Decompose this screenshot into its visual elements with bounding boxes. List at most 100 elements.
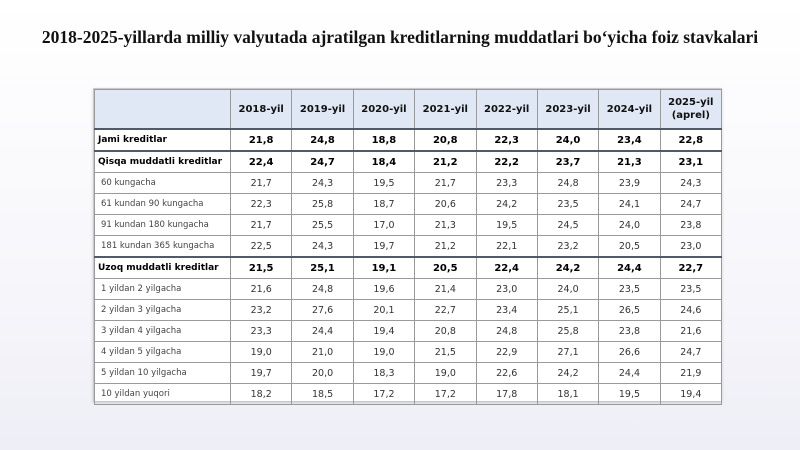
rate-cell: 24,4: [598, 256, 661, 279]
rate-cell: 25,8: [536, 320, 600, 342]
rate-cell: 23,7: [536, 150, 600, 173]
rate-cell: 24,7: [659, 341, 723, 363]
rate-cell: 24,5: [536, 214, 600, 236]
rate-cell: 23,5: [598, 278, 661, 300]
rate-cell: 22,8: [659, 128, 723, 152]
column-header: 2024-yil: [598, 89, 661, 130]
column-header-last: 2025-yil (aprel): [659, 89, 723, 130]
header-corner-cell: [94, 89, 231, 130]
column-header-line1: 2025-yil: [668, 97, 714, 108]
rate-cell: 20,8: [414, 128, 477, 152]
row-label: 61 kundan 90 kungacha: [94, 193, 231, 215]
slide-title: 2018-2025-yillarda milliy valyutada ajra…: [41, 27, 759, 47]
rate-cell: 24,8: [291, 278, 354, 300]
rate-cell: 24,0: [536, 128, 600, 152]
rate-cell: 21,0: [291, 341, 354, 363]
rate-cell: 21,7: [229, 214, 293, 236]
rate-cell: 24,6: [659, 299, 723, 321]
rate-cell: 22,3: [475, 128, 538, 152]
rate-cell: 24,8: [475, 320, 538, 342]
row-label: 91 kundan 180 kungacha: [94, 214, 231, 236]
row-label: 60 kungacha: [94, 172, 231, 194]
rate-cell: 19,1: [352, 256, 416, 279]
rate-cell: 20,0: [291, 362, 354, 384]
rate-cell: 24,3: [291, 235, 354, 258]
rate-cell: 23,4: [475, 299, 538, 321]
table-row: 61 kundan 90 kungacha 22,3 25,8 18,7 20,6 24,…: [94, 193, 723, 215]
table-row: 181 kundan 365 kungacha 22,5 24,3 19,7 21,2 2…: [94, 235, 723, 258]
table-row: Jami kreditlar 21,8 24,8 18,8 20,8 22,3 24,0 23…: [94, 128, 723, 152]
rate-cell: 24,0: [536, 278, 600, 300]
rate-cell: 23,3: [475, 172, 538, 194]
rate-cell: 18,2: [229, 383, 293, 405]
rate-cell: 22,2: [475, 150, 538, 173]
rate-cell: 22,4: [475, 256, 538, 279]
rate-cell: 22,4: [229, 150, 293, 173]
table-row: 5 yildan 10 yilgacha 19,7 20,0 18,3 19,0 22,6…: [94, 362, 723, 384]
rate-cell: 21,6: [659, 320, 723, 342]
rate-cell: 24,4: [598, 362, 661, 384]
rate-cell: 21,4: [414, 278, 477, 300]
column-header: 2018-yil: [229, 89, 293, 130]
rate-cell: 20,5: [598, 235, 661, 258]
table-row: 91 kundan 180 kungacha 21,7 25,5 17,0 21,3 19…: [94, 214, 723, 236]
rate-cell: 24,2: [536, 362, 600, 384]
rate-cell: 24,8: [536, 172, 600, 194]
rate-cell: 19,0: [352, 341, 416, 363]
rate-cell: 23,4: [598, 128, 661, 152]
rate-cell: 21,5: [414, 341, 477, 363]
rate-cell: 24,3: [291, 172, 354, 194]
rate-cell: 24,8: [291, 128, 354, 152]
row-label: 2 yildan 3 yilgacha: [94, 299, 231, 321]
row-label: 10 yildan yuqori: [94, 383, 231, 405]
row-label: Jami kreditlar: [94, 128, 231, 152]
rate-cell: 18,3: [352, 362, 416, 384]
rates-table-container: 2018-yil 2019-yil 2020-yil 2021-yil 2022…: [93, 88, 723, 405]
rate-cell: 23,0: [659, 235, 723, 258]
rate-cell: 19,6: [352, 278, 416, 300]
rate-cell: 17,0: [352, 214, 416, 236]
rate-cell: 22,6: [475, 362, 538, 384]
rate-cell: 23,1: [659, 150, 723, 173]
column-header: 2023-yil: [536, 89, 600, 130]
rate-cell: 20,5: [414, 256, 477, 279]
row-label: 181 kundan 365 kungacha: [94, 235, 231, 258]
table-row: 10 yildan yuqori 18,2 18,5 17,2 17,2 17,8 18,1…: [94, 383, 723, 405]
rate-cell: 19,5: [598, 383, 661, 405]
rate-cell: 26,6: [598, 341, 661, 363]
table-row: Qisqa muddatli kreditlar 22,4 24,7 18,4 21,2…: [94, 150, 723, 173]
rate-cell: 24,4: [291, 320, 354, 342]
rate-cell: 23,2: [229, 299, 293, 321]
rate-cell: 24,3: [659, 172, 723, 194]
rate-cell: 21,9: [659, 362, 723, 384]
rate-cell: 27,6: [291, 299, 354, 321]
rate-cell: 21,2: [414, 235, 477, 258]
column-header: 2019-yil: [291, 89, 354, 130]
rate-cell: 24,1: [598, 193, 661, 215]
row-label: Qisqa muddatli kreditlar: [94, 150, 231, 173]
rate-cell: 21,6: [229, 278, 293, 300]
rate-cell: 22,5: [229, 235, 293, 258]
rate-cell: 18,8: [352, 128, 416, 152]
rate-cell: 19,4: [352, 320, 416, 342]
rate-cell: 23,8: [659, 214, 723, 236]
row-label: 3 yildan 4 yilgacha: [94, 320, 231, 342]
rate-cell: 23,0: [475, 278, 538, 300]
rate-cell: 24,2: [475, 193, 538, 215]
rate-cell: 21,7: [229, 172, 293, 194]
rate-cell: 24,2: [536, 256, 600, 279]
rate-cell: 19,4: [659, 383, 723, 405]
rate-cell: 17,2: [414, 383, 477, 405]
table-row: 60 kungacha 21,7 24,3 19,5 21,7 23,3 24,8 23,9 2…: [94, 172, 723, 194]
rate-cell: 21,2: [414, 150, 477, 173]
rate-cell: 21,5: [229, 256, 293, 279]
rate-cell: 26,5: [598, 299, 661, 321]
interest-rates-table: 2018-yil 2019-yil 2020-yil 2021-yil 2022…: [94, 89, 723, 405]
rate-cell: 21,7: [414, 172, 477, 194]
rate-cell: 20,1: [352, 299, 416, 321]
rate-cell: 18,7: [352, 193, 416, 215]
column-header-line2: (aprel): [671, 110, 710, 121]
rate-cell: 19,0: [414, 362, 477, 384]
rate-cell: 19,0: [229, 341, 293, 363]
column-header: 2022-yil: [475, 89, 538, 130]
